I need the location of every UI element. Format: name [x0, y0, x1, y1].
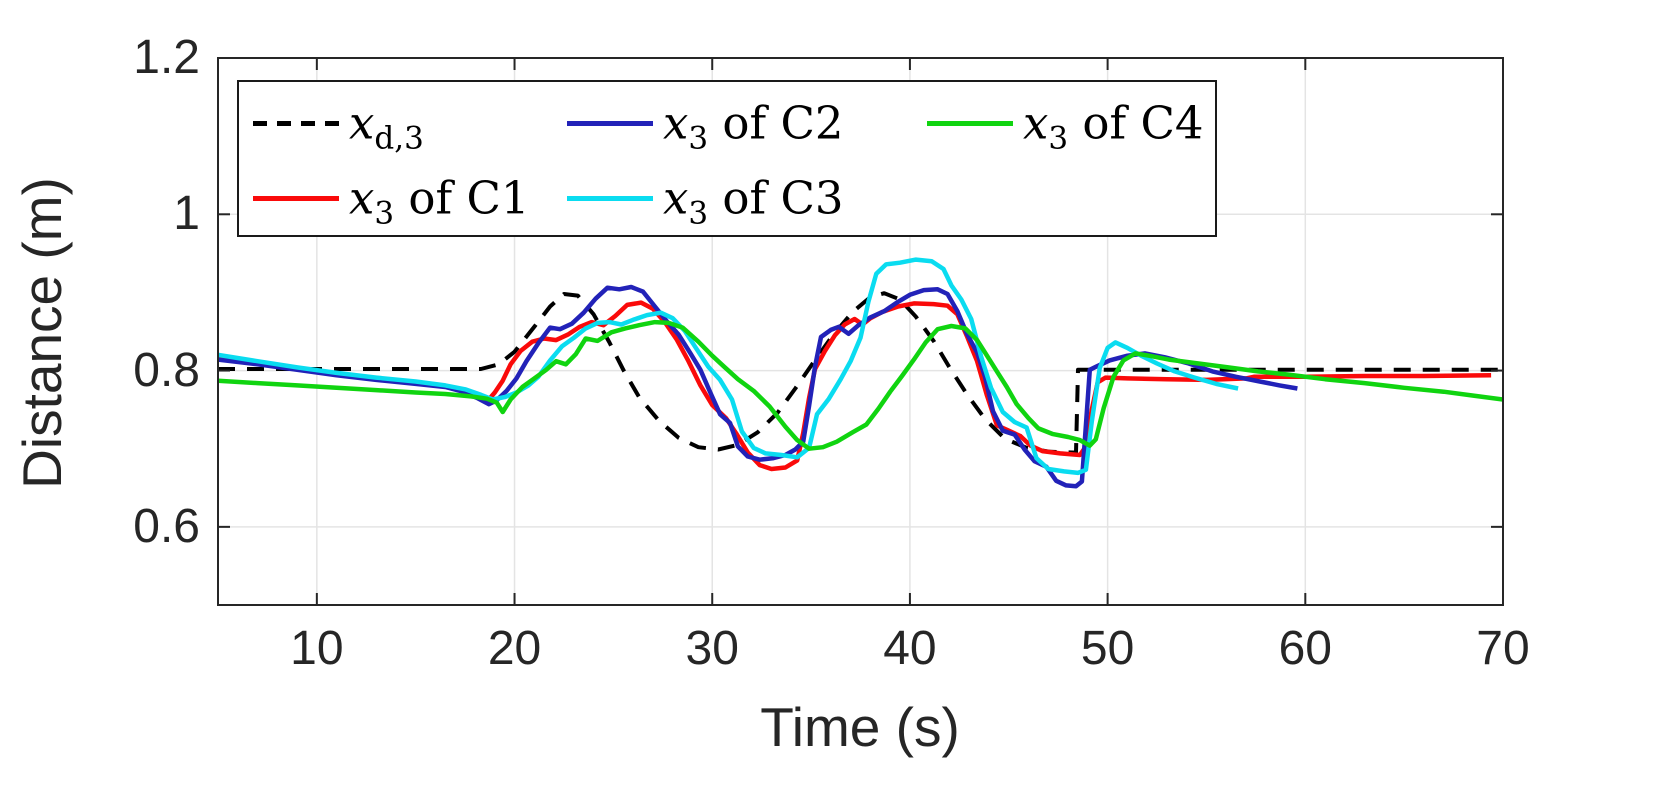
x-tick-label-20: 20	[487, 622, 542, 675]
legend-label: xd,3	[349, 96, 424, 157]
x-tick-label-10: 10	[290, 622, 344, 675]
y-tick-label-1: 1	[173, 187, 200, 241]
x-tick-label-60: 60	[1278, 622, 1332, 675]
legend-entry-x-3-of-c1: x3 of C1	[253, 171, 530, 232]
axes-box	[217, 57, 1504, 606]
y-axis-title: Distance (m)	[11, 177, 73, 489]
legend-line-sample	[253, 195, 339, 201]
legend-label: x3 of C3	[663, 171, 844, 232]
legend-line-sample	[253, 120, 339, 126]
legend-entry-x-3-of-c2: x3 of C2	[567, 96, 844, 157]
legend-entry-x-3-of-c4: x3 of C4	[927, 96, 1204, 157]
legend-label: x3 of C2	[663, 96, 844, 157]
legend-entry-x-3-of-c3: x3 of C3	[567, 171, 844, 232]
legend-line-sample	[567, 195, 653, 201]
legend-line-sample	[567, 120, 653, 126]
y-tick-label-0.8: 0.8	[133, 343, 200, 397]
x-tick-label-50: 50	[1080, 622, 1135, 675]
data-series	[218, 257, 1503, 489]
x-tick-label-30: 30	[685, 622, 739, 675]
legend-line-sample	[927, 120, 1013, 126]
legend-box: xd,3 x3 of C1 x3 of C2 x3 of C3 x3 of C4	[237, 80, 1217, 237]
y-tick-label-0.6: 0.6	[133, 499, 200, 553]
y-tick-label-1.2: 1.2	[133, 31, 200, 84]
x-axis-title: Time (s)	[760, 696, 960, 758]
curve-x-3-of-c4	[218, 319, 1503, 451]
axes-frame	[217, 57, 1504, 606]
legend-entry-x-d-3-: xd,3	[253, 96, 424, 157]
x-tick-label-40: 40	[883, 622, 937, 675]
curve-x-d-3-	[218, 291, 1503, 455]
legend-label: x3 of C4	[1023, 96, 1204, 157]
curve-x-3-of-c2	[218, 284, 1298, 489]
legend-label: x3 of C1	[349, 171, 530, 232]
x-tick-label-70: 70	[1476, 622, 1530, 675]
